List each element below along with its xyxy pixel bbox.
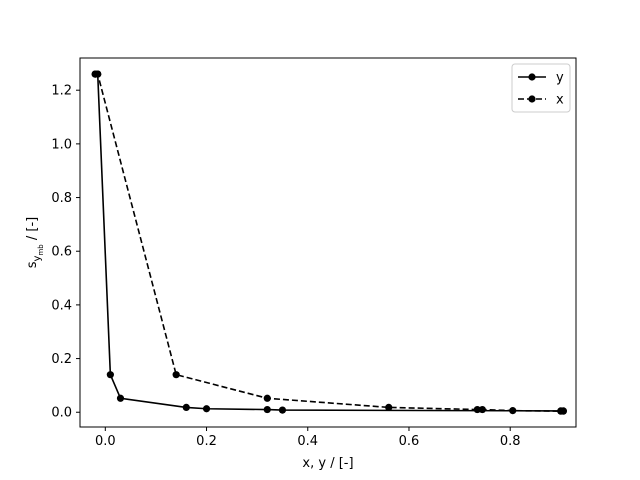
plot-area [79,57,577,428]
data-point [263,394,271,402]
x-tick-label: 0.0 [95,434,116,449]
legend: yx [511,63,571,113]
data-point [385,403,393,412]
data-point [94,70,102,78]
data-point [473,405,481,414]
x-axis-ticks: 0.0 0.2 0.4 0.6 0.8 [95,427,521,449]
x-tick-label: 0.2 [196,434,217,449]
data-point [202,405,211,413]
legend-label: x [556,93,564,108]
data-point [263,405,271,414]
legend-item-y: y [518,71,564,86]
data-point [106,371,114,379]
legend-marker [528,95,536,103]
y-tick-label: 0.6 [51,245,72,260]
y-tick-label: 0.2 [51,352,72,367]
legend-item-x: x [518,93,564,108]
x-tick-label: 0.8 [500,434,521,449]
data-point [509,407,517,415]
y-axis-label-subsub: mb [37,244,45,256]
y-tick-label: 1.2 [51,84,72,99]
data-point [559,407,567,415]
data-point [172,371,180,379]
data-point [478,405,486,414]
y-axis-label-suffix: / [-] [25,217,40,244]
legend-marker [528,73,536,81]
series-layer [91,70,567,415]
series-x [91,70,567,415]
data-point [116,394,125,402]
series-line-x [95,73,564,412]
y-axis-label: symb / [-] [25,217,45,268]
y-axis-label-main: s [25,261,40,268]
data-point [182,403,190,412]
legend-box [511,63,571,113]
y-tick-label: 0.8 [51,191,72,206]
y-axis-ticks: 0.0 0.2 0.4 0.6 0.8 1.0 1.2 [51,84,80,421]
y-tick-label: 1.0 [51,137,72,152]
y-tick-label: 0.0 [51,406,72,421]
x-axis-label: x, y / [-] [302,456,353,471]
legend-label: y [556,71,564,86]
x-tick-label: 0.6 [399,434,420,449]
y-axis-label-sub: y [32,255,43,261]
axes-frame [79,57,577,428]
y-tick-label: 0.4 [51,298,72,313]
x-tick-label: 0.4 [297,434,318,449]
data-point [278,406,287,414]
series-line-y [95,73,564,412]
